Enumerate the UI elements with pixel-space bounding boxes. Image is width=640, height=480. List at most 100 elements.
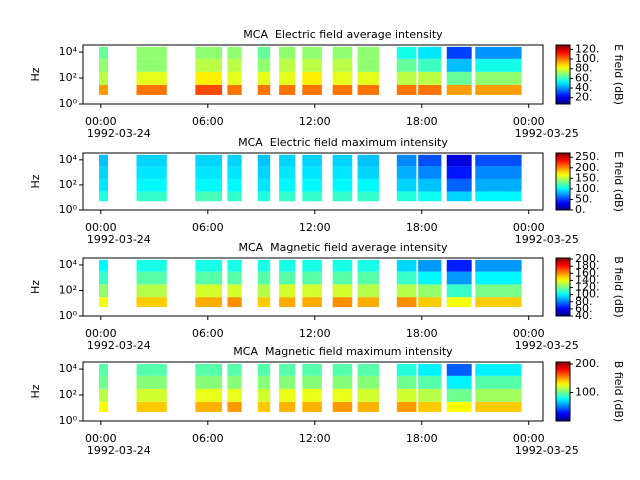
y-tick-label: 10² [59,283,77,296]
heatmap-cell [227,297,242,308]
heatmap-cell [227,154,242,167]
heatmap-cell [302,71,322,85]
y-tick-label: 10⁴ [59,258,78,271]
y-tick-label: 10⁰ [59,97,78,110]
x-tick-label: 06:00 [192,115,224,128]
x-tick-label: 00:00 [513,327,545,340]
heatmap-cell [475,154,522,167]
heatmap-cell [446,297,472,308]
heatmap-cell [279,284,296,298]
heatmap-cell [279,363,296,376]
y-tick-label: 10² [59,71,77,84]
heatmap-cell [195,58,223,72]
heatmap-cell [475,271,522,285]
heatmap-cell [332,271,353,285]
heatmap-cell [257,58,271,72]
heatmap-cell [99,84,108,95]
heatmap-cell [357,58,379,72]
y-axis-label: Hz [29,174,42,188]
heatmap-cell [357,84,379,95]
heatmap-cell [332,58,353,72]
colorbar-tick-label: 100. [575,385,600,398]
heatmap-cell [302,154,322,167]
heatmap-cell [195,363,223,376]
heatmap-cell [418,284,442,298]
heatmap-cell [136,154,167,167]
plot-frame [82,257,544,317]
heatmap-cell [332,154,353,167]
heatmap-cell [195,71,223,85]
colorbar [555,44,571,105]
heatmap-cell [475,84,522,95]
heatmap-cell [418,84,442,95]
heatmap-cell [99,284,108,298]
heatmap-cell [332,363,353,376]
heatmap-cell [195,46,223,59]
heatmap-cell [227,388,242,402]
heatmap-cell [136,284,167,298]
heatmap-cell [446,388,472,402]
x-tick-date: 1992-03-25 [515,444,579,457]
heatmap-cell [227,259,242,272]
heatmap-cell [475,401,522,412]
heatmap-cell [475,388,522,402]
heatmap-cell [99,271,108,285]
heatmap-cell [396,297,417,308]
colorbar-tick-label: 250. [575,150,600,163]
heatmap-cell [418,178,442,192]
colorbar-tick-label: 140. [575,273,600,286]
heatmap-cell [396,191,417,202]
heatmap-cell [332,166,353,179]
heatmap-cell [99,154,108,167]
x-tick-label: 06:00 [192,432,224,445]
colorbar-tick-label: 120. [575,42,600,55]
heatmap-cell [279,154,296,167]
heatmap-cell [227,84,242,95]
heatmap-cell [99,259,108,272]
colorbar [555,152,571,211]
heatmap-cell [332,178,353,192]
colorbar-tick-label: 160. [575,266,600,279]
heatmap-cell [195,178,223,192]
heatmap-cell [99,58,108,72]
heatmap-cell [99,166,108,179]
heatmap-cell [227,71,242,85]
heatmap-cell [332,259,353,272]
heatmap-cell [257,271,271,285]
heatmap-cell [195,166,223,179]
heatmap-cell [332,46,353,59]
y-axis-label: Hz [29,67,42,81]
colorbar-tick-label: 20. [575,91,593,104]
colorbar-tick-label: 40. [575,81,593,94]
heatmap-cell [446,363,472,376]
x-tick-label: 12:00 [299,115,331,128]
heatmap-cell [446,166,472,179]
heatmap-cell [418,297,442,308]
x-tick-label: 18:00 [406,115,438,128]
heatmap-cell [257,46,271,59]
heatmap-cell [396,284,417,298]
heatmap-cell [357,166,379,179]
heatmap-cell [446,284,472,298]
x-tick-date: 1992-03-24 [87,339,151,352]
heatmap-cell [357,401,379,412]
heatmap-cell [396,401,417,412]
heatmap-cell [357,46,379,59]
heatmap-cell [396,363,417,376]
colorbar-tick-label: 180. [575,259,600,272]
heatmap-cell [332,388,353,402]
heatmap-cell [302,166,322,179]
plot-title: MCA Magnetic field average intensity [238,241,447,254]
colorbar-tick-label: 120. [575,281,600,294]
heatmap-cell [136,58,167,72]
heatmap-cell [302,388,322,402]
x-tick-date: 1992-03-24 [87,127,151,140]
heatmap-cell [227,375,242,389]
heatmap-cell [257,388,271,402]
x-tick-label: 00:00 [513,115,545,128]
heatmap-cell [332,297,353,308]
plot-frame [82,361,544,422]
heatmap-cell [418,375,442,389]
x-tick-label: 12:00 [299,221,331,234]
